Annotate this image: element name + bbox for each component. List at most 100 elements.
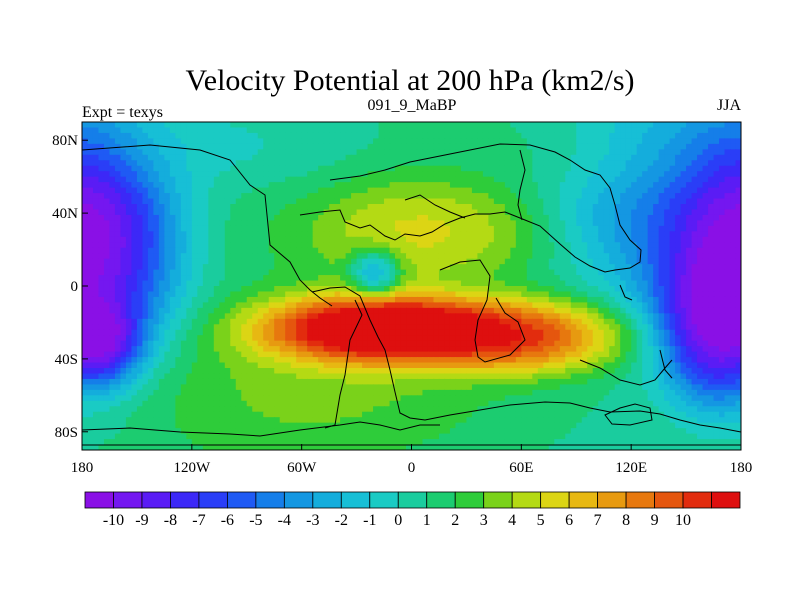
field-cell <box>164 329 171 336</box>
field-cell <box>279 242 286 249</box>
field-cell <box>460 302 468 309</box>
field-cell <box>719 253 726 260</box>
field-cell <box>532 247 539 254</box>
field-cell <box>730 335 737 342</box>
field-cell <box>362 335 369 342</box>
field-cell <box>669 176 676 183</box>
field-cell <box>125 340 133 347</box>
field-cell <box>719 286 726 293</box>
field-cell <box>312 122 319 129</box>
field-cell <box>466 258 473 265</box>
field-cell <box>554 127 561 134</box>
field-cell <box>224 204 231 211</box>
field-cell <box>532 236 539 243</box>
field-cell <box>433 204 440 211</box>
field-cell <box>301 247 308 254</box>
field-cell <box>466 187 473 194</box>
field-cell <box>543 193 550 200</box>
field-cell <box>438 209 446 216</box>
field-cell <box>719 154 726 161</box>
field-cell <box>427 258 435 265</box>
field-cell <box>268 182 275 189</box>
field-cell <box>697 269 704 276</box>
field-cell <box>142 182 149 189</box>
field-cell <box>367 198 374 205</box>
field-cell <box>219 329 226 336</box>
field-cell <box>669 122 676 129</box>
field-cell <box>680 296 687 303</box>
field-cell <box>180 313 187 320</box>
field-cell <box>395 132 402 139</box>
field-cell <box>433 269 440 276</box>
field-cell <box>125 138 133 145</box>
field-cell <box>482 132 489 139</box>
field-cell <box>504 204 511 211</box>
field-cell <box>175 346 182 353</box>
field-cell <box>191 165 198 172</box>
field-cell <box>609 264 616 271</box>
field-cell <box>669 143 676 150</box>
field-cell <box>592 247 599 254</box>
field-cell <box>125 275 133 282</box>
field-cell <box>576 165 583 172</box>
field-cell <box>713 280 720 287</box>
field-cell <box>581 296 588 303</box>
field-cell <box>268 247 275 254</box>
field-cell <box>647 247 654 254</box>
field-cell <box>460 247 468 254</box>
field-cell <box>384 253 391 260</box>
field-cell <box>466 335 473 342</box>
field-cell <box>142 149 149 156</box>
field-cell <box>614 258 621 265</box>
field-cell <box>82 340 89 347</box>
field-cell <box>438 138 446 145</box>
field-cell <box>131 329 138 336</box>
field-cell <box>713 187 720 194</box>
field-cell <box>521 275 528 282</box>
field-cell <box>384 236 391 243</box>
field-cell <box>356 165 363 172</box>
field-cell <box>730 307 737 314</box>
field-cell <box>653 171 660 178</box>
field-cell <box>351 225 358 232</box>
field-cell <box>526 171 533 178</box>
field-cell <box>340 286 347 293</box>
field-cell <box>636 296 643 303</box>
field-cell <box>691 247 698 254</box>
field-cell <box>334 122 341 129</box>
field-cell <box>197 143 204 150</box>
field-cell <box>444 160 451 167</box>
field-cell <box>318 127 325 134</box>
field-cell <box>406 302 413 309</box>
field-cell <box>499 165 506 172</box>
field-cell <box>587 193 594 200</box>
field-cell <box>356 225 363 232</box>
field-cell <box>697 204 704 211</box>
field-cell <box>279 275 286 282</box>
field-cell <box>230 340 237 347</box>
field-cell <box>504 324 511 331</box>
field-cell <box>202 324 209 331</box>
field-cell <box>351 231 358 238</box>
field-cell <box>471 324 478 331</box>
field-cell <box>510 176 517 183</box>
field-cell <box>109 198 116 205</box>
field-cell <box>598 286 605 293</box>
field-cell <box>103 253 111 260</box>
field-cell <box>444 171 451 178</box>
field-cell <box>697 313 704 320</box>
field-cell <box>730 286 737 293</box>
field-cell <box>730 182 737 189</box>
field-cell <box>285 346 292 353</box>
field-cell <box>603 193 610 200</box>
field-cell <box>504 160 511 167</box>
field-cell <box>400 242 407 249</box>
field-cell <box>263 264 270 271</box>
field-cell <box>636 340 643 347</box>
field-cell <box>323 313 330 320</box>
field-cell <box>334 307 341 314</box>
field-cell <box>493 122 500 129</box>
field-cell <box>444 291 451 298</box>
field-cell <box>219 236 226 243</box>
field-cell <box>499 340 506 347</box>
